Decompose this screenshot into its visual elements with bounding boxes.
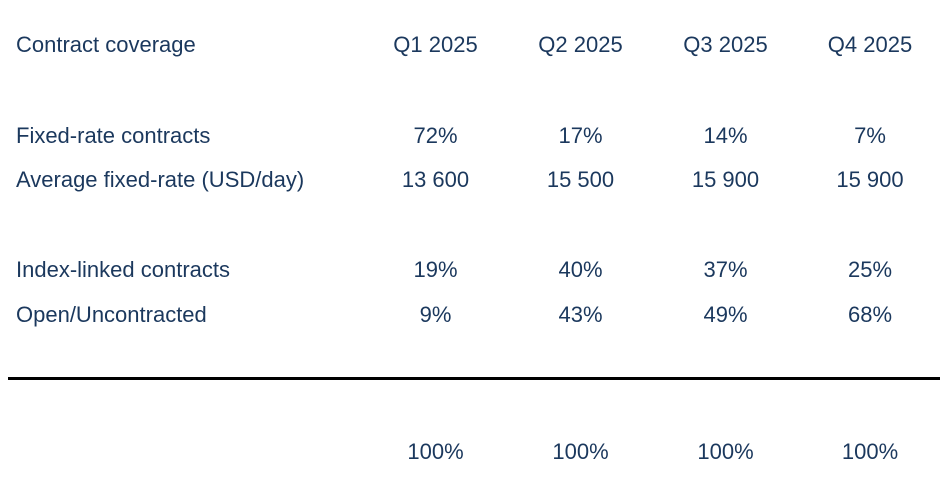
cell-q2: 43%: [558, 302, 603, 327]
table-row-average-fixed-rate: Average fixed-rate (USD/day) 13 600 15 5…: [0, 165, 947, 195]
cell-q2: 15 500: [546, 167, 615, 192]
row-label: Fixed-rate contracts: [16, 123, 211, 148]
cell-q1: 13 600: [401, 167, 470, 192]
cell-q2: 40%: [558, 257, 603, 282]
cell-q4: 7%: [854, 123, 886, 148]
cell-q3: 14%: [703, 123, 748, 148]
cell-q3: 15 900: [691, 167, 760, 192]
cell-q3: 49%: [703, 302, 748, 327]
table-row-open-uncontracted: Open/Uncontracted 9% 43% 49% 68%: [0, 300, 947, 330]
column-header-q1-2025: Q1 2025: [393, 32, 478, 57]
cell-q4: 15 900: [836, 167, 904, 192]
cell-q1: 72%: [413, 123, 458, 148]
table-header-row: Contract coverage Q1 2025 Q2 2025 Q3 202…: [0, 30, 947, 60]
total-q2: 100%: [552, 439, 609, 464]
cell-q2: 17%: [558, 123, 603, 148]
cell-q3: 37%: [703, 257, 748, 282]
table-title: Contract coverage: [16, 32, 196, 57]
column-header-q3-2025: Q3 2025: [683, 32, 768, 57]
row-label: Index-linked contracts: [16, 257, 230, 282]
column-header-q4-2025: Q4 2025: [827, 32, 913, 57]
total-q1: 100%: [407, 439, 464, 464]
cell-q4: 68%: [847, 302, 893, 327]
row-label: Average fixed-rate (USD/day): [16, 167, 305, 192]
row-label: Open/Uncontracted: [16, 302, 207, 327]
total-divider-rule: [8, 377, 940, 380]
cell-q1: 9%: [419, 302, 452, 327]
total-q4: 100%: [841, 439, 899, 464]
total-q3: 100%: [697, 439, 754, 464]
table-row-total: 100% 100% 100% 100%: [0, 437, 947, 467]
cell-q1: 19%: [413, 257, 458, 282]
table-row-fixed-rate-contracts: Fixed-rate contracts 72% 17% 14% 7%: [0, 121, 947, 151]
column-header-q2-2025: Q2 2025: [538, 32, 623, 57]
cell-q4: 25%: [847, 257, 893, 282]
table-row-index-linked-contracts: Index-linked contracts 19% 40% 37% 25%: [0, 255, 947, 285]
